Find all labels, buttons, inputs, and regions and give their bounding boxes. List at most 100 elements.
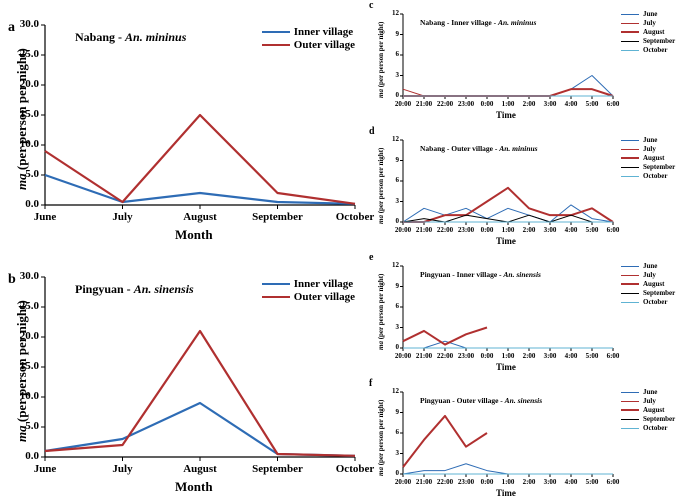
panel-a: 0.05.010.015.020.025.030.0JuneJulyAugust… bbox=[0, 0, 365, 252]
panel-label: a bbox=[8, 20, 15, 36]
xtick-label: 6:00 bbox=[601, 478, 625, 486]
legend-line-icon bbox=[621, 140, 639, 141]
ytick-label: 3 bbox=[396, 323, 400, 331]
legend-item: June bbox=[621, 388, 675, 396]
chart-title: Nabang - Inner village - An. mininus bbox=[420, 18, 536, 27]
legend-text: Outer village bbox=[294, 39, 355, 51]
ytick-label: 3 bbox=[396, 197, 400, 205]
legend-line-icon bbox=[621, 283, 639, 285]
chart-title: Nabang - Outer village - An. mininus bbox=[420, 144, 538, 153]
legend-item: October bbox=[621, 172, 675, 180]
legend-item: Outer village bbox=[262, 291, 355, 303]
legend-line-icon bbox=[621, 157, 639, 159]
legend-line-icon bbox=[621, 50, 639, 51]
ytick-label: 0 bbox=[396, 217, 400, 225]
legend-item: September bbox=[621, 37, 675, 45]
ytick-label: 12 bbox=[392, 261, 399, 269]
legend-text: Outer village bbox=[294, 291, 355, 303]
panel-e: 03691220:0021:0022:0023:000:001:002:003:… bbox=[365, 252, 685, 378]
legend-text: October bbox=[643, 424, 668, 432]
ytick-label: 9 bbox=[396, 30, 400, 38]
legend-line-icon bbox=[621, 392, 639, 393]
legend-item: October bbox=[621, 424, 675, 432]
legend-line-icon bbox=[262, 44, 290, 46]
xtick-label: June bbox=[15, 211, 75, 223]
ytick-label: 9 bbox=[396, 408, 400, 416]
x-axis-label: Month bbox=[175, 479, 213, 495]
legend-item: July bbox=[621, 271, 675, 279]
legend: JuneJulyAugustSeptemberOctober bbox=[621, 136, 675, 181]
legend-text: August bbox=[643, 28, 664, 36]
legend-line-icon bbox=[262, 296, 290, 298]
y-axis-label: ma (per person per night) bbox=[377, 400, 385, 476]
ytick-label: 6 bbox=[396, 50, 400, 58]
legend-item: Inner village bbox=[262, 26, 355, 38]
legend-item: July bbox=[621, 145, 675, 153]
legend-text: August bbox=[643, 154, 664, 162]
ytick-label: 0.0 bbox=[25, 198, 39, 210]
legend-line-icon bbox=[621, 419, 639, 420]
panel-label: f bbox=[369, 378, 372, 389]
legend-text: July bbox=[643, 397, 656, 405]
legend-text: Inner village bbox=[294, 278, 353, 290]
legend-line-icon bbox=[621, 428, 639, 429]
legend: Inner villageOuter village bbox=[262, 278, 355, 304]
legend: JuneJulyAugustSeptemberOctober bbox=[621, 262, 675, 307]
legend-item: Outer village bbox=[262, 39, 355, 51]
panel-label: e bbox=[369, 252, 373, 263]
legend-text: June bbox=[643, 262, 657, 270]
legend: JuneJulyAugustSeptemberOctober bbox=[621, 388, 675, 433]
legend-text: June bbox=[643, 10, 657, 18]
x-axis-label: Time bbox=[496, 488, 516, 498]
legend-text: July bbox=[643, 271, 656, 279]
ytick-label: 6 bbox=[396, 302, 400, 310]
legend-line-icon bbox=[621, 23, 639, 24]
legend-line-icon bbox=[621, 293, 639, 294]
ytick-label: 12 bbox=[392, 135, 399, 143]
ytick-label: 3 bbox=[396, 449, 400, 457]
legend-line-icon bbox=[621, 401, 639, 402]
ytick-label: 30.0 bbox=[20, 18, 39, 30]
xtick-label: September bbox=[248, 211, 308, 223]
legend-line-icon bbox=[621, 31, 639, 33]
legend-item: August bbox=[621, 154, 675, 162]
ytick-label: 12 bbox=[392, 9, 399, 17]
legend-item: July bbox=[621, 19, 675, 27]
legend-line-icon bbox=[621, 302, 639, 303]
panel-label: b bbox=[8, 272, 16, 288]
legend-text: September bbox=[643, 289, 675, 297]
y-axis-label: ma (per person per night) bbox=[14, 300, 30, 442]
legend-item: June bbox=[621, 10, 675, 18]
ytick-label: 9 bbox=[396, 156, 400, 164]
legend: Inner villageOuter village bbox=[262, 26, 355, 52]
legend-line-icon bbox=[262, 31, 290, 33]
xtick-label: July bbox=[93, 463, 153, 475]
panel-d: 03691220:0021:0022:0023:000:001:002:003:… bbox=[365, 126, 685, 252]
ytick-label: 0 bbox=[396, 469, 400, 477]
legend-line-icon bbox=[621, 167, 639, 168]
legend-text: September bbox=[643, 163, 675, 171]
legend-item: September bbox=[621, 163, 675, 171]
legend-item: August bbox=[621, 280, 675, 288]
legend-item: August bbox=[621, 406, 675, 414]
legend-text: October bbox=[643, 172, 668, 180]
x-axis-label: Month bbox=[175, 227, 213, 243]
legend-line-icon bbox=[621, 275, 639, 276]
legend-text: June bbox=[643, 388, 657, 396]
chart-title: Pingyuan - Outer village - An. sinensis bbox=[420, 396, 542, 405]
panel-b: 0.05.010.015.020.025.030.0JuneJulyAugust… bbox=[0, 252, 365, 504]
xtick-label: 6:00 bbox=[601, 100, 625, 108]
panel-f: 03691220:0021:0022:0023:000:001:002:003:… bbox=[365, 378, 685, 504]
panel-label: d bbox=[369, 126, 375, 137]
legend-text: June bbox=[643, 136, 657, 144]
legend-text: October bbox=[643, 298, 668, 306]
ytick-label: 30.0 bbox=[20, 270, 39, 282]
panel-label: c bbox=[369, 0, 373, 11]
legend-item: August bbox=[621, 28, 675, 36]
legend-text: Inner village bbox=[294, 26, 353, 38]
legend: JuneJulyAugustSeptemberOctober bbox=[621, 10, 675, 55]
x-axis-label: Time bbox=[496, 236, 516, 246]
y-axis-label: ma (per person per night) bbox=[377, 22, 385, 98]
legend-line-icon bbox=[621, 266, 639, 267]
legend-line-icon bbox=[621, 41, 639, 42]
